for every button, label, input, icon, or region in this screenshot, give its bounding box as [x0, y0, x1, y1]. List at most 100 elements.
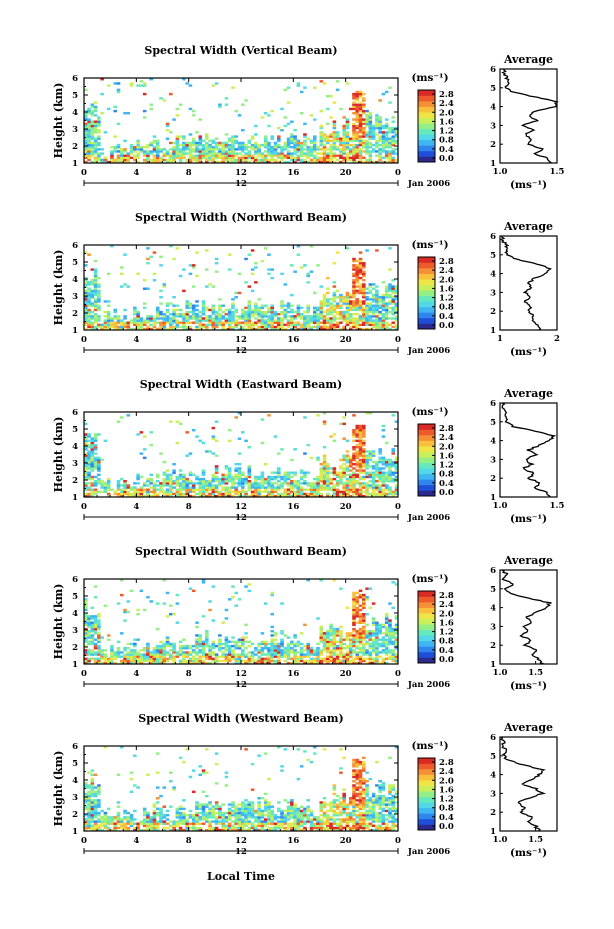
heatmap-cell [332, 325, 337, 329]
heatmap-cell [87, 482, 91, 485]
heatmap-cell [358, 443, 363, 447]
heatmap-cell [90, 143, 95, 147]
heatmap-cell [178, 661, 183, 665]
heatmap-cell [97, 296, 101, 299]
heatmap-cell [286, 304, 291, 307]
heatmap-cell [178, 135, 183, 138]
heatmap-cell [142, 92, 147, 96]
heatmap-cell [224, 154, 229, 157]
heatmap-cell [257, 310, 261, 314]
heatmap-cell [273, 435, 278, 438]
heatmap-cell [384, 632, 389, 635]
heatmap-cell [335, 475, 340, 479]
heatmap-cell [146, 657, 150, 661]
heatmap-cell [283, 313, 288, 316]
heatmap-cell [155, 148, 160, 151]
heatmap-cell [384, 139, 389, 143]
heatmap-cell [352, 107, 356, 111]
heatmap-cell [93, 585, 98, 588]
heatmap-cell [165, 122, 170, 126]
heatmap-cell [345, 158, 350, 162]
heatmap-cell [165, 492, 170, 496]
heatmap-cell [198, 659, 203, 663]
heatmap-cell [126, 152, 131, 155]
heatmap-cell [342, 296, 346, 299]
heatmap-cell [326, 488, 330, 491]
heatmap-cell [93, 124, 98, 128]
heatmap-cell [185, 644, 189, 648]
heatmap-cell [175, 420, 180, 423]
heatmap-cell [254, 152, 258, 155]
heatmap-cell [388, 488, 392, 491]
heatmap-cell [139, 494, 144, 498]
heatmap-cell [97, 638, 101, 641]
heatmap-cell [263, 141, 268, 145]
heatmap-cell [368, 302, 373, 305]
heatmap-cell [319, 627, 324, 631]
heatmap-cell [172, 327, 176, 331]
heatmap-cell [293, 317, 297, 320]
heatmap-cell [378, 313, 382, 316]
heatmap-cell [332, 467, 337, 470]
heatmap-cell [362, 92, 366, 96]
heatmap-cell [155, 488, 160, 491]
heatmap-cell [142, 160, 147, 164]
heatmap-cell [198, 486, 203, 489]
colorbar-swatch [418, 479, 435, 486]
heatmap-cell [391, 581, 396, 584]
heatmap-cell [188, 160, 193, 164]
heatmap-cell [371, 649, 376, 652]
heatmap-cell [362, 135, 366, 138]
heatmap-cell [263, 143, 268, 147]
average-line [501, 402, 557, 498]
heatmap-cell [384, 308, 389, 312]
heatmap-cell [119, 152, 124, 155]
heatmap-cell [391, 287, 396, 290]
heatmap-cell [87, 109, 91, 113]
heatmap-cell [368, 118, 373, 121]
heatmap-cell [142, 490, 147, 494]
heatmap-cell [211, 647, 216, 650]
heatmap-cell [97, 319, 101, 322]
heatmap-cell [90, 131, 95, 134]
heatmap-cell [106, 484, 111, 487]
heatmap-cell [335, 492, 340, 496]
heatmap-cell [322, 327, 327, 331]
heatmap-cell [329, 156, 333, 160]
heatmap-cell [267, 414, 271, 417]
heatmap-cell [241, 321, 245, 324]
heatmap-cell [87, 443, 91, 447]
heatmap-cell [84, 122, 88, 126]
heatmap-cell [100, 323, 104, 327]
heatmap-cell [241, 150, 245, 153]
heatmap-cell [165, 317, 170, 320]
heatmap-cell [227, 317, 232, 320]
heatmap-cell [172, 642, 176, 646]
heatmap-cell [241, 644, 245, 648]
heatmap-cell [263, 602, 268, 605]
heatmap-cell [290, 458, 294, 462]
heatmap-cell [342, 298, 346, 301]
heatmap-cell [93, 492, 98, 496]
heatmap-cell [133, 655, 137, 658]
heatmap-cell [362, 139, 366, 143]
heatmap-cell [394, 655, 399, 658]
heatmap-cell [133, 657, 137, 661]
heatmap-cell [293, 315, 297, 318]
heatmap-cell [191, 655, 196, 658]
heatmap-cell [335, 484, 340, 487]
heatmap-cell [241, 638, 245, 641]
heatmap-cell [270, 304, 275, 307]
heatmap-cell [159, 640, 163, 644]
heatmap-cell [231, 653, 235, 656]
heatmap-cell [136, 473, 140, 477]
heatmap-cell [365, 649, 369, 652]
heatmap-cell [185, 143, 189, 147]
heatmap-cell [319, 469, 324, 472]
heatmap-cell [201, 642, 206, 646]
heatmap-cell [319, 325, 324, 329]
heatmap-cell [303, 488, 307, 491]
heatmap-cell [358, 475, 363, 479]
heatmap-cell [205, 450, 209, 453]
heatmap-cell [352, 143, 356, 147]
